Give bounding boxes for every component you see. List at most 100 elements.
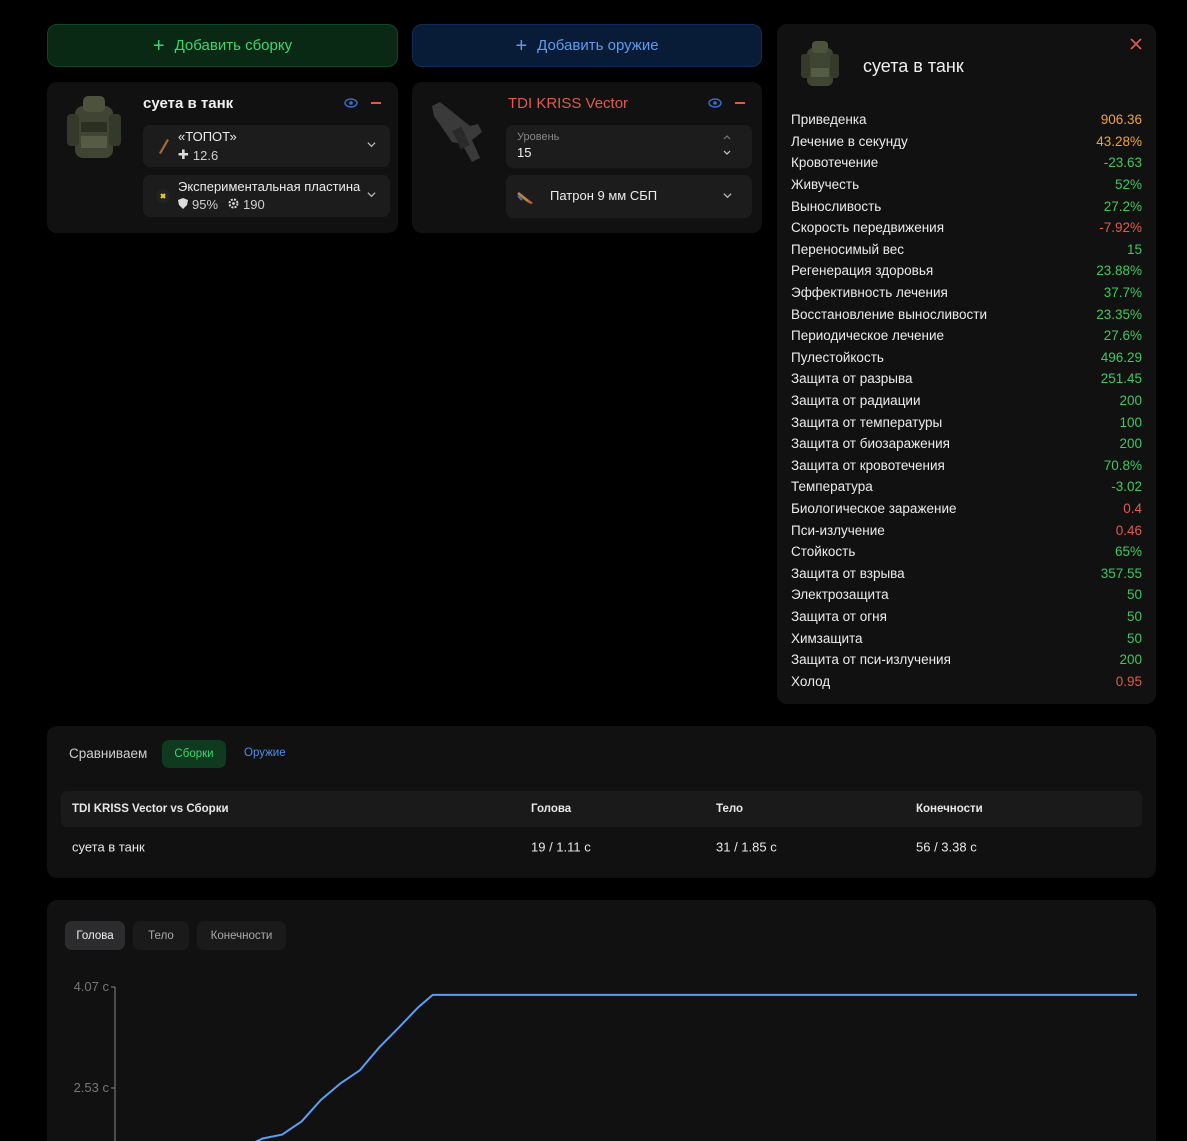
tab-weapons[interactable]: Оружие bbox=[244, 747, 286, 759]
stat-row: Защита от кровотечения 70.8% bbox=[791, 455, 1142, 477]
stat-name: Защита от пси-излучения bbox=[791, 652, 951, 668]
stat-value: 251.45 bbox=[1100, 371, 1142, 387]
remove-build-icon[interactable] bbox=[371, 102, 381, 104]
header-cell: TDI KRISS Vector vs Сборки bbox=[72, 803, 229, 815]
stat-row: Электрозащита 50 bbox=[791, 584, 1142, 606]
stat-row: Химзащита 50 bbox=[791, 627, 1142, 649]
stat-name: Приведенка bbox=[791, 112, 867, 128]
stat-row: Холод 0.95 bbox=[791, 671, 1142, 693]
stat-name: Электрозащита bbox=[791, 587, 889, 603]
stat-value: 15 bbox=[1126, 241, 1142, 257]
plate-slot[interactable]: Экспериментальная пластина 95% 190 bbox=[143, 175, 390, 217]
level-stepper[interactable]: Уровень 15 bbox=[506, 125, 752, 168]
stat-row: Пулестойкость 496.29 bbox=[791, 347, 1142, 369]
stat-row: Защита от пси-излучения 200 bbox=[791, 649, 1142, 671]
shield-icon bbox=[178, 197, 188, 212]
plus-icon: + bbox=[152, 34, 165, 57]
stat-row: Защита от разрыва 251.45 bbox=[791, 368, 1142, 390]
stat-name: Стойкость bbox=[791, 544, 856, 560]
stat-name: Пулестойкость bbox=[791, 349, 884, 365]
line-chart: 4.07 с2.53 с1.60 с bbox=[74, 979, 1137, 1141]
stat-name: Лечение в секунду bbox=[791, 133, 908, 149]
artifact-slot[interactable]: «ТОПОТ» ✚ 12.6 bbox=[143, 125, 390, 167]
add-weapon-button[interactable]: + Добавить оружие bbox=[412, 24, 762, 67]
stat-row: Защита от взрыва 357.55 bbox=[791, 563, 1142, 585]
stat-row: Регенерация здоровья 23.88% bbox=[791, 260, 1142, 282]
stat-value: -23.63 bbox=[1103, 155, 1142, 171]
plate-protection-value: 95% bbox=[192, 197, 219, 212]
add-weapon-label: Добавить оружие bbox=[537, 37, 659, 54]
stat-value: 70.8% bbox=[1103, 457, 1142, 473]
stat-value: 43.28% bbox=[1096, 133, 1142, 149]
chart-tab-limbs[interactable]: Конечности bbox=[197, 921, 286, 950]
row-cell: 56 / 3.38 с bbox=[916, 839, 977, 855]
chart-tab-head[interactable]: Голова bbox=[65, 921, 125, 950]
chevron-down-icon[interactable] bbox=[723, 191, 732, 200]
artifact-value: 12.6 bbox=[192, 147, 219, 163]
stat-name: Защита от разрыва bbox=[791, 371, 913, 387]
stat-name: Биологическое заражение bbox=[791, 501, 957, 517]
stat-value: 357.55 bbox=[1100, 565, 1142, 581]
stat-name: Восстановление выносливости bbox=[791, 306, 988, 322]
add-build-label: Добавить сборку bbox=[174, 37, 293, 54]
stat-name: Регенерация здоровья bbox=[791, 263, 934, 279]
table-row: суета в танк 19 / 1.11 с 31 / 1.85 с 56 … bbox=[61, 829, 1142, 865]
chart-tab-body[interactable]: Тело bbox=[133, 921, 189, 950]
stat-value: 27.6% bbox=[1103, 328, 1142, 344]
stat-name: Пси-излучение bbox=[791, 522, 885, 538]
chevron-down-icon[interactable] bbox=[367, 190, 376, 199]
weapon-title: TDI KRISS Vector bbox=[508, 95, 629, 112]
tab-builds[interactable]: Сборки bbox=[162, 740, 226, 768]
row-cell: 19 / 1.11 с bbox=[531, 839, 591, 855]
stat-name: Защита от взрыва bbox=[791, 565, 905, 581]
stat-name: Защита от кровотечения bbox=[791, 457, 945, 473]
chart-section: Голова Тело Конечности 4.07 с2.53 с1.60 … bbox=[47, 900, 1156, 1141]
bullet-icon bbox=[517, 192, 533, 204]
eye-icon[interactable] bbox=[344, 98, 358, 108]
row-cell: 31 / 1.85 с bbox=[716, 839, 777, 855]
stat-value: 200 bbox=[1119, 436, 1142, 452]
stat-value: 50 bbox=[1126, 587, 1142, 603]
stat-value: 200 bbox=[1119, 652, 1142, 668]
stat-value: 52% bbox=[1114, 177, 1142, 193]
stat-value: -3.02 bbox=[1111, 479, 1142, 495]
stat-row: Скорость передвижения -7.92% bbox=[791, 217, 1142, 239]
stat-row: Приведенка 906.36 bbox=[791, 109, 1142, 131]
stat-value: 50 bbox=[1126, 609, 1142, 625]
stat-value: 906.36 bbox=[1100, 112, 1142, 128]
close-icon[interactable] bbox=[1130, 38, 1142, 50]
stat-row: Защита от огня 50 bbox=[791, 606, 1142, 628]
stat-value: 0.46 bbox=[1115, 522, 1142, 538]
level-label: Уровень bbox=[517, 131, 560, 143]
add-build-button[interactable]: + Добавить сборку bbox=[47, 24, 398, 67]
row-cell: суета в танк bbox=[72, 839, 145, 855]
weapon-thumbnail-icon bbox=[432, 102, 482, 162]
plate-durability-value: 190 bbox=[243, 197, 265, 212]
ammo-select[interactable]: Патрон 9 мм СБП bbox=[506, 175, 752, 218]
stat-row: Температура -3.02 bbox=[791, 476, 1142, 498]
plus-icon: + bbox=[515, 34, 528, 57]
artifact-name: «ТОПОТ» bbox=[178, 129, 237, 144]
chevron-down-icon[interactable] bbox=[367, 140, 376, 149]
stepper-arrows-icon[interactable] bbox=[722, 134, 732, 160]
compare-label: Сравниваем bbox=[69, 746, 148, 761]
remove-weapon-icon[interactable] bbox=[735, 102, 745, 104]
stat-row: Кровотечение -23.63 bbox=[791, 152, 1142, 174]
stat-value: 50 bbox=[1126, 630, 1142, 646]
series-line bbox=[255, 993, 1137, 1141]
header-cell: Конечности bbox=[916, 803, 983, 815]
stat-value: 37.7% bbox=[1103, 285, 1142, 301]
build-title: суета в танк bbox=[143, 95, 234, 112]
y-tick-label: 2.53 с bbox=[74, 1080, 110, 1095]
stat-name: Переносимый вес bbox=[791, 241, 905, 257]
stat-value: -7.92% bbox=[1099, 220, 1142, 236]
stat-value: 0.4 bbox=[1123, 501, 1142, 517]
stat-value: 200 bbox=[1119, 393, 1142, 409]
stat-name: Эффективность лечения bbox=[791, 285, 948, 301]
stat-row: Пси-излучение 0.46 bbox=[791, 519, 1142, 541]
eye-icon[interactable] bbox=[708, 98, 722, 108]
stat-name: Живучесть bbox=[791, 177, 860, 193]
stat-name: Защита от температуры bbox=[791, 414, 943, 430]
armor-thumbnail-icon bbox=[67, 96, 121, 158]
stat-value: 65% bbox=[1114, 544, 1142, 560]
